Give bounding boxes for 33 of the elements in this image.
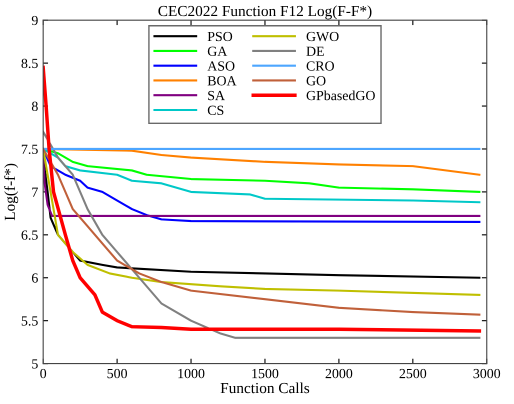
- y-tick-label: 8.5: [21, 58, 38, 68]
- legend-label: GWO: [306, 32, 339, 42]
- legend-label: PSO: [208, 32, 232, 42]
- legend-label: GA: [208, 46, 228, 56]
- y-tick-label: 5.5: [22, 316, 38, 326]
- line-series: [43, 148, 480, 223]
- legend-label: CRO: [306, 61, 334, 71]
- y-tick-label: 6: [32, 273, 38, 283]
- y-tick-label: 7: [32, 188, 38, 197]
- x-tick-label: 1500: [252, 368, 278, 378]
- x-tick-label: 0: [40, 368, 46, 378]
- y-tick-label: 5: [32, 359, 38, 369]
- legend-label: CS: [208, 106, 224, 115]
- y-axis-title: Log(f-f*): [4, 164, 18, 220]
- x-tick-label: 500: [107, 368, 127, 378]
- x-tick-label: 2000: [326, 368, 352, 378]
- chart-title: CEC2022 Function F12 Log(F-F*): [158, 5, 372, 20]
- y-tick-label: 9: [32, 16, 38, 26]
- legend-label: GPbasedGO: [306, 90, 375, 100]
- legend-label: BOA: [208, 76, 236, 86]
- x-tick-label: 2500: [400, 368, 426, 378]
- x-tick-label: 1000: [178, 368, 204, 378]
- x-axis-title: Function Calls: [220, 382, 310, 394]
- legend-label: GO: [306, 76, 326, 86]
- y-tick-label: 8: [32, 102, 38, 112]
- line-series: [43, 148, 480, 204]
- legend-label: DE: [306, 46, 324, 56]
- x-tick-label: 3000: [474, 368, 500, 378]
- y-tick-label: 7.5: [22, 144, 38, 154]
- y-tick-label: 6.5: [22, 230, 38, 240]
- legend-label: ASO: [207, 61, 234, 71]
- line-series: [43, 156, 480, 217]
- legend-label: SA: [208, 90, 225, 100]
